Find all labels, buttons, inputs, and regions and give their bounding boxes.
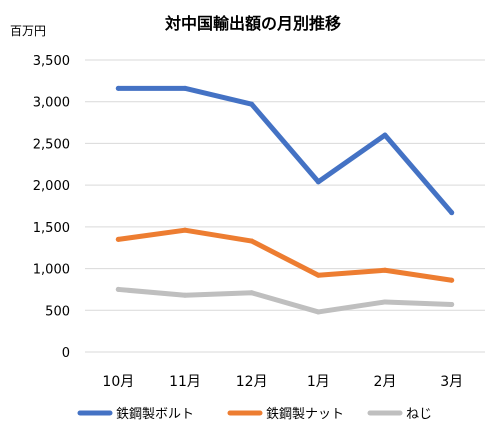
- data-point: [315, 272, 321, 278]
- data-point: [182, 85, 188, 91]
- x-tick-label: 12月: [236, 374, 268, 390]
- series-line: [115, 227, 455, 283]
- y-tick-label: 3,000: [33, 96, 70, 111]
- data-point: [382, 267, 388, 273]
- legend-label: ねじ: [406, 407, 432, 422]
- y-tick-label: 1,000: [33, 263, 70, 278]
- y-tick-label: 1,500: [33, 221, 70, 236]
- series-lines: [115, 85, 455, 315]
- data-point: [249, 238, 255, 244]
- data-point: [449, 277, 455, 283]
- y-tick-label: 2,500: [33, 137, 70, 152]
- legend-label: 鉄鋼製ボルト: [116, 407, 194, 422]
- chart-title: 対中国輸出額の月別推移: [164, 14, 341, 33]
- data-point: [249, 101, 255, 107]
- x-tick-label: 1月: [307, 374, 330, 390]
- data-point: [449, 301, 455, 307]
- data-point: [382, 299, 388, 305]
- x-tick-label: 2月: [374, 374, 397, 390]
- unit-label: 百万円: [10, 24, 46, 38]
- data-point: [115, 85, 121, 91]
- data-point: [249, 290, 255, 296]
- x-tick-label: 10月: [102, 374, 134, 390]
- legend: 鉄鋼製ボルト 鉄鋼製ナット ねじ: [77, 407, 432, 422]
- data-point: [315, 309, 321, 315]
- gridlines: [85, 59, 485, 353]
- data-point: [182, 227, 188, 233]
- data-point: [182, 292, 188, 298]
- y-tick-label: 0: [62, 346, 70, 361]
- y-tick-label: 2,000: [33, 179, 70, 194]
- series-line: [115, 286, 455, 315]
- data-point: [315, 179, 321, 185]
- data-point: [382, 132, 388, 138]
- y-axis-ticks: 0 500 1,000 1,500 2,000 2,500 3,000 3,500: [33, 54, 70, 361]
- legend-label: 鉄鋼製ナット: [266, 407, 344, 422]
- x-tick-label: 3月: [440, 374, 463, 390]
- data-point: [115, 286, 121, 292]
- x-tick-label: 11月: [169, 374, 201, 390]
- x-axis-ticks: 10月 11月 12月 1月 2月 3月: [102, 374, 463, 390]
- y-tick-label: 3,500: [33, 54, 70, 69]
- y-tick-label: 500: [45, 304, 70, 319]
- data-point: [449, 210, 455, 216]
- series-line: [115, 85, 455, 216]
- data-point: [115, 236, 121, 242]
